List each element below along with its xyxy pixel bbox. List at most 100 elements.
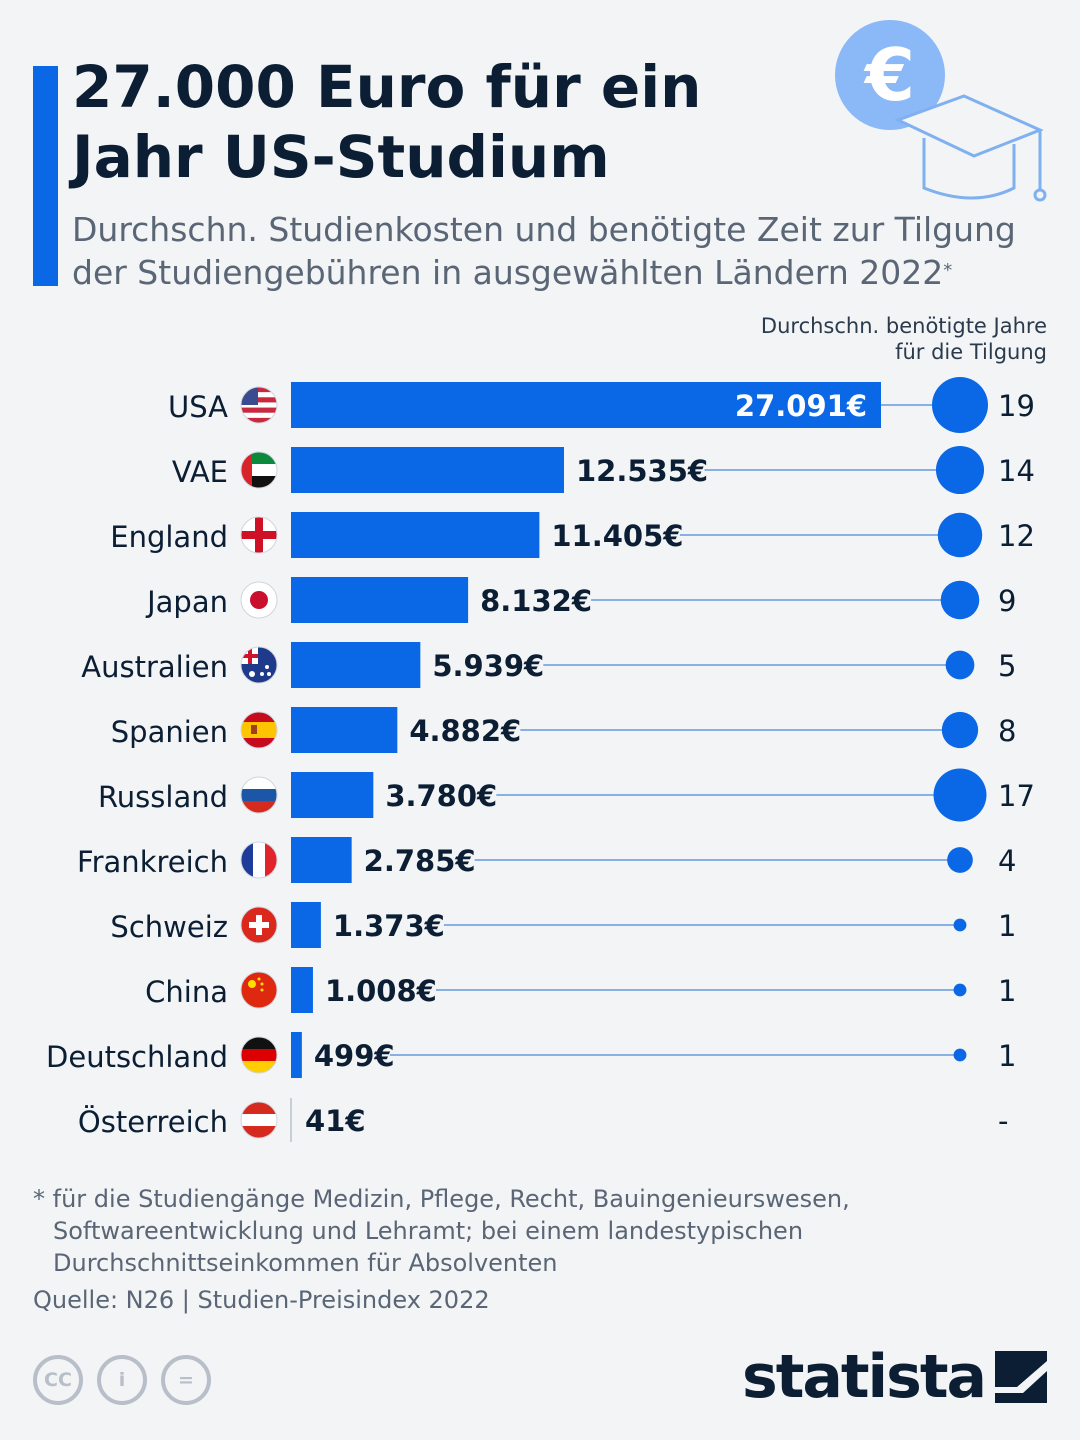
years-dot xyxy=(933,768,987,822)
uae-flag-icon xyxy=(240,451,278,489)
bar xyxy=(291,707,398,753)
category-label: Australien xyxy=(81,650,228,684)
euro-graduation-icon: € xyxy=(835,20,1047,202)
years-label: 1 xyxy=(998,909,1016,943)
category-label: Österreich xyxy=(78,1105,228,1139)
bar xyxy=(291,967,313,1013)
statista-logo[interactable]: statista xyxy=(742,1342,1047,1412)
spain-flag-icon xyxy=(240,711,278,749)
germany-flag-icon-outline xyxy=(240,1036,278,1074)
value-label: 1.008€ xyxy=(325,974,437,1008)
category-label: USA xyxy=(168,390,228,424)
japan-flag-icon-outline xyxy=(240,581,278,619)
switzerland-flag-icon xyxy=(240,906,278,944)
england-flag-icon xyxy=(240,516,278,554)
license-icons: CC i = xyxy=(33,1355,211,1405)
chart-title: 27.000 Euro für ein Jahr US-Studium xyxy=(72,53,702,191)
usa-flag-icon-outline xyxy=(240,386,278,424)
australia-flag-icon-outline xyxy=(240,646,278,684)
england-flag-icon-outline xyxy=(240,516,278,554)
attribution-icon[interactable]: i xyxy=(97,1355,147,1405)
bar xyxy=(291,642,421,688)
value-label: 3.780€ xyxy=(385,779,497,813)
austria-flag-icon xyxy=(240,1101,278,1139)
value-label: 12.535€ xyxy=(576,454,708,488)
years-label: 4 xyxy=(998,844,1016,878)
bar xyxy=(291,1032,302,1078)
category-label: Japan xyxy=(145,585,228,619)
years-label: 9 xyxy=(998,584,1016,618)
years-dot xyxy=(941,711,979,749)
category-label: Russland xyxy=(98,780,228,814)
value-label: 499€ xyxy=(314,1039,395,1073)
value-label: 5.939€ xyxy=(432,649,544,683)
subtitle-footnote-marker: * xyxy=(943,260,953,281)
years-dot xyxy=(932,377,988,433)
value-label: 27.091€ xyxy=(735,389,867,423)
australia-flag-icon xyxy=(240,646,278,684)
years-column-header: Durchschn. benötigte Jahre für die Tilgu… xyxy=(760,314,1047,364)
years-dot xyxy=(953,1048,967,1062)
bar xyxy=(291,512,540,558)
china-flag-icon-outline xyxy=(240,971,278,1009)
bar xyxy=(291,902,321,948)
years-label: - xyxy=(998,1104,1008,1138)
years-dot xyxy=(935,445,985,495)
bar xyxy=(291,772,374,818)
years-dot xyxy=(945,650,975,680)
footnote-line-1: * für die Studiengänge Medizin, Pflege, … xyxy=(33,1185,850,1213)
brand-name: statista xyxy=(741,1342,987,1412)
years-label: 19 xyxy=(998,389,1035,423)
years-dot xyxy=(940,580,980,620)
switzerland-flag-icon-outline xyxy=(240,906,278,944)
bar xyxy=(291,382,881,428)
years-label: 1 xyxy=(998,974,1016,1008)
subtitle-text: Durchschn. Studienkosten und benötigte Z… xyxy=(72,210,1016,292)
years-label: 5 xyxy=(998,649,1016,683)
france-flag-icon xyxy=(240,841,278,879)
years-label: 12 xyxy=(998,519,1035,553)
value-label: 4.882€ xyxy=(409,714,521,748)
footnote: * für die Studiengänge Medizin, Pflege, … xyxy=(33,1183,1033,1279)
years-label: 1 xyxy=(998,1039,1016,1073)
bar xyxy=(291,447,564,493)
category-label: Deutschland xyxy=(46,1040,228,1074)
japan-flag-icon xyxy=(240,581,278,619)
value-label: 11.405€ xyxy=(551,519,683,553)
svg-text:€: € xyxy=(863,33,915,117)
years-label: 17 xyxy=(998,779,1035,813)
category-label: Spanien xyxy=(111,715,228,749)
years-dot xyxy=(953,918,967,932)
value-label: 2.785€ xyxy=(364,844,476,878)
china-flag-icon xyxy=(240,971,278,1009)
footnote-line-3: Durchschnittseinkommen für Absolventen xyxy=(53,1249,558,1277)
creative-commons-icon[interactable]: CC xyxy=(33,1355,83,1405)
title-accent-bar xyxy=(33,66,58,286)
years-dot xyxy=(953,983,967,997)
spain-flag-icon-outline xyxy=(240,711,278,749)
uae-flag-icon-outline xyxy=(240,451,278,489)
value-label: 41€ xyxy=(305,1104,366,1138)
germany-flag-icon xyxy=(240,1036,278,1074)
years-label: 8 xyxy=(998,714,1016,748)
value-label: 8.132€ xyxy=(480,584,592,618)
category-label: Frankreich xyxy=(77,845,228,879)
russia-flag-icon-outline xyxy=(240,776,278,814)
bar xyxy=(291,837,352,883)
footnote-line-2: Softwareentwicklung und Lehramt; bei ein… xyxy=(53,1217,804,1245)
category-label: VAE xyxy=(172,455,228,489)
years-dot xyxy=(937,512,983,558)
austria-flag-icon-outline xyxy=(240,1101,278,1139)
usa-flag-icon xyxy=(240,386,278,424)
years-dot xyxy=(947,847,973,873)
statista-mark-icon xyxy=(995,1351,1047,1403)
category-label: Schweiz xyxy=(110,910,228,944)
russia-flag-icon xyxy=(240,776,278,814)
source-text: Quelle: N26 | Studien-Preisindex 2022 xyxy=(33,1286,490,1314)
category-label: China xyxy=(145,975,228,1009)
no-derivatives-icon[interactable]: = xyxy=(161,1355,211,1405)
chart-subtitle: Durchschn. Studienkosten und benötigte Z… xyxy=(72,208,1032,294)
value-label: 1.373€ xyxy=(333,909,445,943)
france-flag-icon-outline xyxy=(240,841,278,879)
